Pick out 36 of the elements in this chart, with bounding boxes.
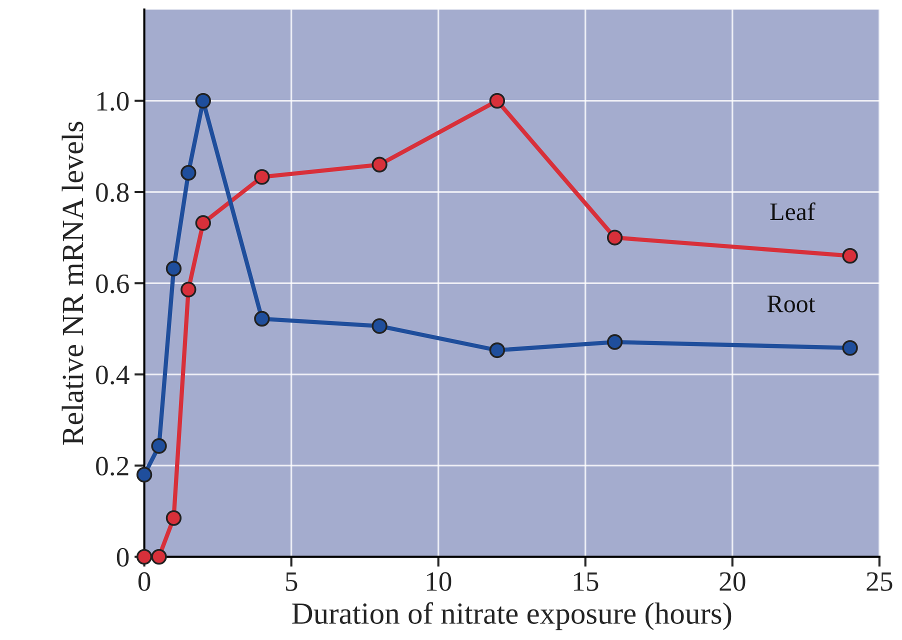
x-tick-label: 25 bbox=[866, 572, 892, 591]
x-tick-label: 10 bbox=[426, 572, 452, 591]
point bbox=[166, 510, 182, 526]
y-tick-label: 0.8 bbox=[96, 183, 129, 202]
y-tick-label: 1.0 bbox=[97, 92, 129, 111]
point bbox=[842, 340, 858, 356]
point bbox=[136, 548, 152, 565]
point bbox=[180, 282, 196, 298]
x-tick-label: 20 bbox=[720, 572, 746, 591]
point bbox=[842, 248, 858, 264]
x-tick-label: 15 bbox=[574, 572, 598, 591]
point bbox=[151, 438, 167, 454]
x-axis-title: Duration of nitrate exposure (hours) bbox=[292, 602, 732, 630]
y-tick-label: 0.6 bbox=[96, 274, 129, 294]
y-axis-title: Relative NR mRNA levels bbox=[62, 122, 84, 445]
point bbox=[166, 260, 182, 276]
point bbox=[606, 334, 623, 350]
point bbox=[606, 230, 623, 246]
point bbox=[254, 169, 270, 185]
point bbox=[151, 548, 167, 565]
point bbox=[180, 165, 196, 181]
series-label: Root bbox=[767, 296, 816, 312]
point bbox=[489, 92, 506, 109]
point bbox=[195, 92, 211, 109]
y-tick-label: 0.2 bbox=[96, 456, 128, 476]
series-label: Leaf bbox=[770, 202, 816, 220]
point bbox=[372, 318, 388, 334]
point bbox=[136, 466, 152, 483]
point bbox=[489, 342, 506, 358]
point bbox=[254, 310, 270, 327]
x-tick-label: 0 bbox=[138, 572, 150, 591]
y-tick-label: 0.4 bbox=[96, 366, 130, 384]
x-tick-label: 5 bbox=[286, 572, 298, 591]
y-tick-label: 0 bbox=[116, 548, 129, 567]
point bbox=[372, 156, 388, 172]
point bbox=[195, 215, 211, 231]
